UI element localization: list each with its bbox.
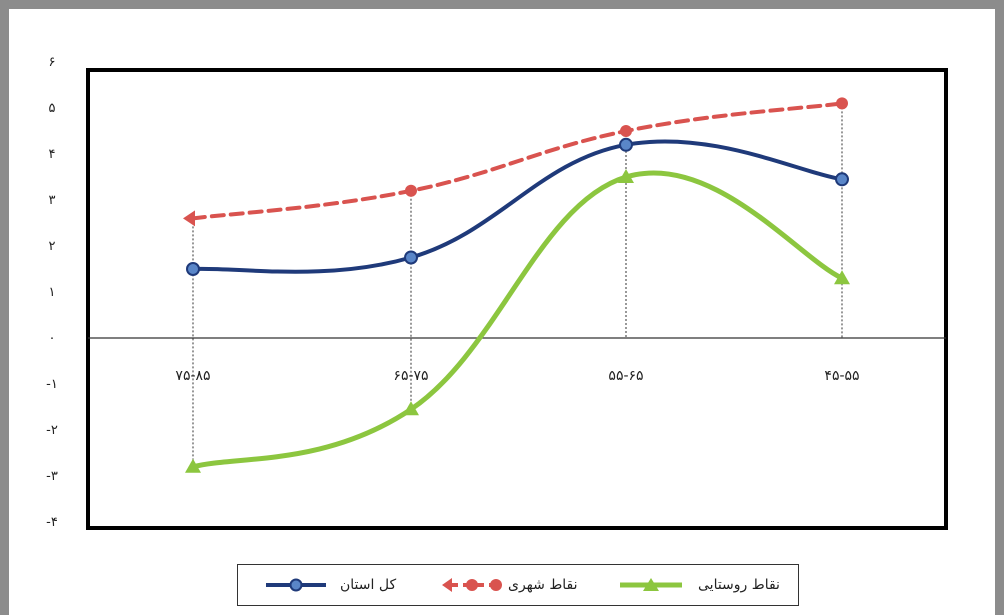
x-axis-labels: ۷۵-۸۵ ۶۵-۷۵ ۵۵-۶۵ ۴۵-۵۵ <box>175 368 859 384</box>
data-point-marker <box>620 125 632 137</box>
y-axis-ticks: -۴ -۳ -۲ -۱ ۰ ۱ ۲ ۳ ۴ ۵ ۶ <box>46 55 58 530</box>
data-point-marker <box>836 97 848 110</box>
y-tick-label: -۱ <box>46 377 58 392</box>
legend-swatch-rural <box>620 578 682 591</box>
y-tick-label: ۱ <box>49 285 56 300</box>
x-category-label: ۴۵-۵۵ <box>824 368 859 384</box>
drop-lines <box>192 103 843 467</box>
data-point-marker <box>619 137 633 152</box>
legend-swatch-urban <box>442 578 502 592</box>
y-tick-label: -۲ <box>46 423 58 438</box>
series-line <box>190 170 845 470</box>
y-tick-label: ۰ <box>49 331 56 346</box>
series-lines <box>190 101 845 470</box>
legend-label-rural: نقاط روستایی <box>698 577 780 593</box>
y-tick-label: ۴ <box>49 147 56 162</box>
data-point-marker <box>404 250 418 265</box>
legend: کل استان نقاط شهری نقاط روستایی <box>237 564 799 606</box>
data-point-marker <box>835 172 849 187</box>
x-category-label: ۷۵-۸۵ <box>175 368 210 384</box>
data-point-marker <box>618 169 634 183</box>
legend-item-total: کل استان <box>262 572 396 598</box>
series-markers <box>183 97 850 473</box>
y-tick-label: ۵ <box>49 101 56 116</box>
x-category-label: ۵۵-۶۵ <box>608 368 643 384</box>
data-point-marker <box>405 184 417 197</box>
y-tick-label: -۳ <box>46 469 58 484</box>
legend-item-rural: نقاط روستایی <box>616 572 780 598</box>
data-point-marker <box>183 210 195 227</box>
series-line <box>191 101 844 221</box>
legend-item-urban: نقاط شهری <box>440 572 578 598</box>
y-tick-label: ۲ <box>49 239 56 254</box>
plot-area <box>86 68 948 530</box>
legend-swatch-total <box>266 578 326 592</box>
data-point-marker <box>834 270 850 285</box>
data-point-marker <box>186 262 200 276</box>
legend-label-urban: نقاط شهری <box>508 577 578 593</box>
y-tick-label: -۴ <box>46 515 58 530</box>
legend-label-total: کل استان <box>340 577 397 593</box>
y-tick-label: ۶ <box>49 55 56 70</box>
data-point-marker <box>185 458 201 473</box>
data-point-marker <box>403 401 419 416</box>
series-line <box>191 139 844 274</box>
x-category-label: ۶۵-۷۵ <box>393 368 428 384</box>
y-tick-label: ۳ <box>49 193 56 208</box>
